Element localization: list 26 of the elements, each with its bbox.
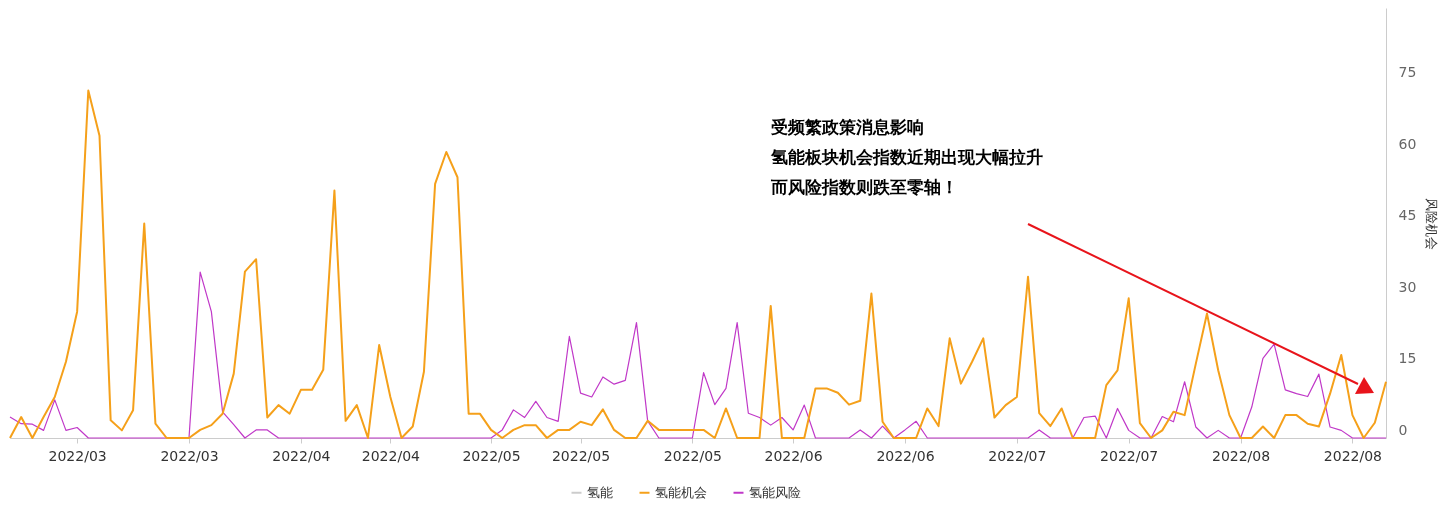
y-tick-label: 30 [1398, 278, 1417, 295]
x-tick-label: 2022/04 [272, 447, 331, 464]
y-tick-label: 15 [1398, 350, 1417, 367]
annotation: 受频繁政策消息影响 [771, 117, 924, 137]
legend-label: 氢能机会 [655, 484, 707, 500]
x-tick-label: 2022/07 [988, 447, 1047, 464]
annotation: 氢能板块机会指数近期出现大幅拉升 [770, 147, 1043, 167]
x-tick-label: 2022/08 [1323, 447, 1383, 464]
x-tick-label: 2022/03 [48, 447, 107, 464]
x-tick-label: 2022/08 [1211, 447, 1271, 464]
x-tick-label: 2022/03 [160, 447, 219, 464]
y-tick-label: 60 [1398, 135, 1417, 152]
x-tick-label: 2022/06 [764, 447, 823, 464]
annotation: 而风险指数则跌至零轴！ [770, 177, 958, 197]
x-tick-label: 2022/04 [361, 447, 421, 464]
legend-label: 氢能 [587, 484, 613, 500]
x-tick-label: 2022/05 [663, 447, 722, 464]
x-tick-label: 2022/05 [551, 447, 611, 464]
legend-label: 氢能风险 [749, 484, 801, 500]
y-axis-title: 风险机会 [1424, 197, 1440, 250]
x-tick-label: 2022/06 [876, 447, 935, 464]
y-tick-label: 75 [1398, 64, 1417, 81]
y-tick-label: 0 [1398, 421, 1408, 438]
x-tick-label: 2022/07 [1100, 447, 1159, 464]
x-tick-label: 2022/05 [462, 447, 521, 464]
y-tick-label: 45 [1398, 207, 1417, 224]
